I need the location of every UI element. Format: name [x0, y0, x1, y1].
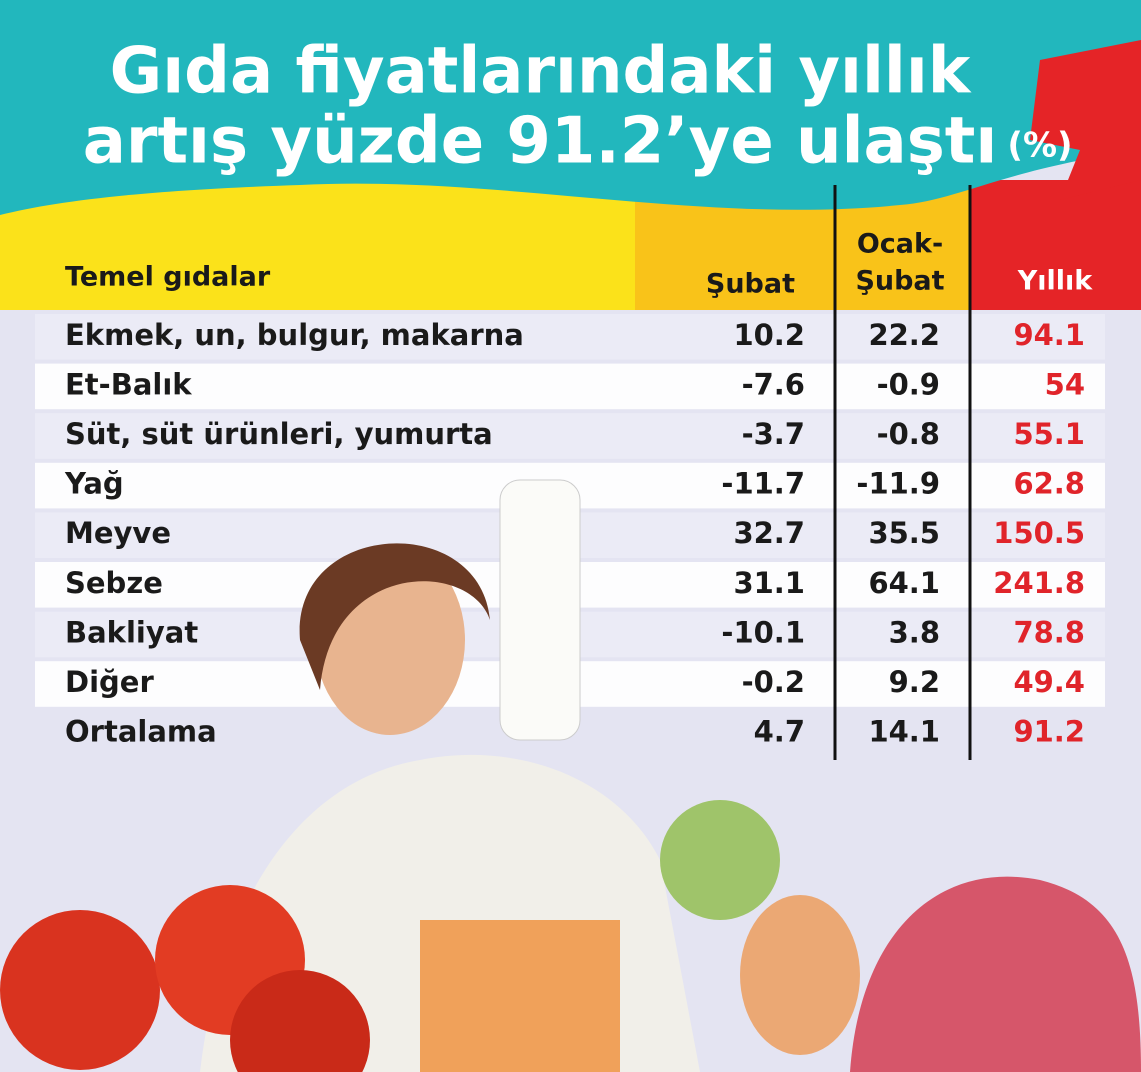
row-label: Ekmek, un, bulgur, makarna — [65, 318, 524, 352]
cell-value: 150.5 — [993, 516, 1085, 550]
cell-value: 31.1 — [733, 566, 805, 600]
row-label: Bakliyat — [65, 615, 198, 649]
column-header: Ocak- — [857, 229, 943, 260]
cell-value: 14.1 — [868, 715, 940, 749]
cell-value: -0.8 — [877, 417, 940, 451]
row-label: Yağ — [64, 467, 124, 501]
cell-value: 78.8 — [1013, 615, 1085, 649]
cell-value: -11.9 — [856, 467, 940, 501]
cell-value: 54 — [1045, 367, 1085, 401]
title-line: artış yüzde 91.2’ye ulaştı — [83, 105, 998, 179]
row-label: Ortalama — [65, 715, 217, 749]
column-header: Temel gıdalar — [65, 262, 271, 293]
cell-value: 49.4 — [1013, 665, 1085, 699]
cell-value: -10.1 — [721, 615, 805, 649]
column-header: Şubat — [855, 266, 944, 297]
cell-value: 3.8 — [889, 615, 940, 649]
tomato — [0, 910, 160, 1070]
column-header: Şubat — [706, 269, 795, 300]
cell-value: -11.7 — [721, 467, 805, 501]
cell-value: 64.1 — [868, 566, 940, 600]
cell-value: 55.1 — [1013, 417, 1085, 451]
cell-value: 62.8 — [1013, 467, 1085, 501]
cell-value: -3.7 — [742, 417, 805, 451]
cell-value: 241.8 — [993, 566, 1085, 600]
column-header: Yıllık — [1017, 266, 1094, 297]
cell-value: 35.5 — [868, 516, 940, 550]
title-unit: (%) — [1007, 126, 1072, 166]
title-line: Gıda fiyatlarındaki yıllık — [110, 35, 972, 109]
row-band — [35, 364, 1105, 410]
row-label: Süt, süt ürünleri, yumurta — [65, 417, 493, 451]
row-label: Et-Balık — [65, 367, 192, 401]
cell-value: 22.2 — [868, 318, 940, 352]
cell-value: -0.9 — [877, 367, 940, 401]
cell-value: 9.2 — [889, 665, 940, 699]
cell-value: -7.6 — [742, 367, 805, 401]
cell-value: 4.7 — [754, 715, 805, 749]
cauliflower — [660, 800, 780, 920]
receipt — [500, 480, 580, 740]
egg — [740, 895, 860, 1055]
cell-value: 91.2 — [1013, 715, 1085, 749]
cell-value: -0.2 — [742, 665, 805, 699]
row-label: Meyve — [65, 516, 171, 550]
chicken — [420, 920, 620, 1072]
cell-value: 10.2 — [733, 318, 805, 352]
cell-value: 94.1 — [1013, 318, 1085, 352]
row-label: Diğer — [65, 665, 154, 699]
cell-value: 32.7 — [733, 516, 805, 550]
row-label: Sebze — [65, 566, 163, 600]
infographic: Gıda fiyatlarındaki yıllık artış yüzde 9… — [0, 0, 1141, 1072]
